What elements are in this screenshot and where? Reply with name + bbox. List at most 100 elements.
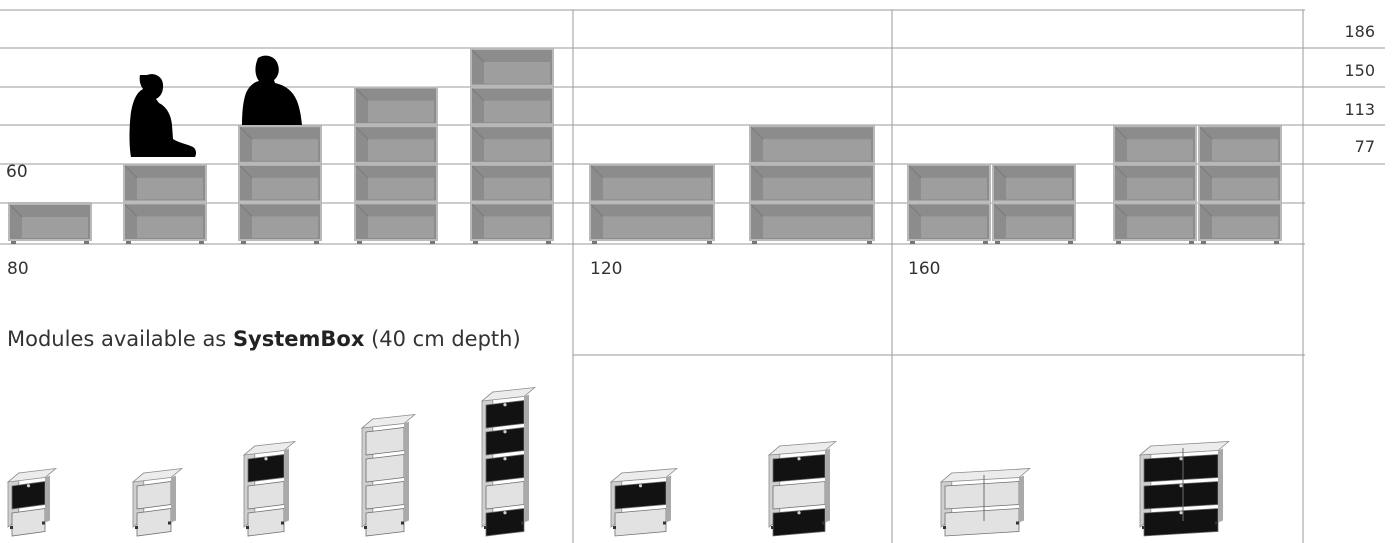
shelf-edge [355,126,369,140]
shelf-inner [603,216,711,238]
height-label-186: 186 [1344,22,1375,41]
shelf-edge [590,204,604,217]
iso-open-shelf [944,508,1020,537]
front-module-80 [354,86,438,244]
shelf-inner [763,139,871,161]
front-module-80 [470,48,554,244]
shelf-edge [908,165,922,179]
iso-top-panel [939,468,1031,483]
shelf-edge [471,126,485,140]
iso-module-80 [6,467,58,537]
shelf-inner [1212,139,1278,161]
iso-top-panel [480,386,537,402]
iso-top-panel [1138,441,1230,456]
shelf-inner [484,216,550,238]
shelf-inner [763,216,871,238]
iso-door-knob [1179,484,1183,488]
shelf-inner [252,177,318,200]
iso-top-panel [360,413,417,429]
width-label-120: 120 [590,259,623,279]
shelf-edge [239,126,253,140]
front-module-160 [1113,125,1282,244]
shelf-inner [484,177,550,200]
iso-foot [401,521,404,525]
shelf-foot [1068,241,1073,244]
iso-open-shelf [365,508,405,537]
front-module-120 [589,163,715,244]
shelf-inner [921,177,987,200]
iso-open-shelf [614,508,667,537]
iso-door-knob [797,457,801,461]
shelf-edge [1114,126,1128,140]
iso-door-knob [797,511,801,515]
front-view-modules [8,48,1282,244]
shelf-edge [239,165,253,179]
shelf-edge [471,49,485,63]
shelf-edge [750,204,764,217]
isometric-modules [6,386,1230,537]
front-module-160 [907,163,1076,244]
iso-foot [364,526,367,529]
iso-right-panel [825,448,830,523]
iso-door-knob [26,484,31,488]
shelf-edge [750,126,764,140]
iso-right-panel [666,475,671,523]
height-label-113: 113 [1344,100,1375,119]
shelf-edge [1114,165,1128,179]
iso-open-shelf [136,481,172,510]
iso-top-panel [767,441,838,456]
iso-open-shelf [136,508,172,537]
height-label-150: 150 [1344,61,1375,80]
shelf-foot [867,241,872,244]
shelf-inner [368,100,434,123]
shelf-inner [1212,177,1278,200]
iso-open-shelf [365,454,405,483]
shelf-inner [1127,139,1193,161]
shelf-edge [355,88,369,101]
height-label-60: 60 [6,162,28,182]
person-seated-silhouette [129,74,197,157]
shelf-edge [239,204,253,217]
iso-open-shelf [247,481,285,510]
shelf-inner [1006,177,1072,200]
iso-foot [281,521,284,525]
iso-foot [663,521,666,525]
iso-door-knob [1179,457,1183,461]
shelf-inner [484,62,550,84]
iso-right-panel [284,448,289,523]
shelf-edge [471,88,485,101]
iso-top-panel [242,440,297,456]
shelf-foot [1201,241,1206,244]
shelf-foot [11,241,16,244]
shelf-foot [241,241,246,244]
shelf-foot [1116,241,1121,244]
iso-right-panel [45,475,50,523]
shelf-inner [368,139,434,161]
iso-right-panel [1019,475,1024,523]
shelf-foot [592,241,597,244]
iso-top-panel [6,467,58,483]
front-module-80 [8,202,92,244]
shelf-inner [484,100,550,123]
iso-top-panel [609,467,679,483]
shelf-inner [763,177,871,200]
shelf-inner [1127,177,1193,200]
iso-open-shelf [11,508,46,537]
iso-foot [943,526,946,529]
shelf-edge [471,165,485,179]
iso-module-120 [609,467,679,537]
width-label-80: 80 [7,259,29,279]
shelf-edge [1199,165,1213,179]
shelf-edge [1199,204,1213,217]
shelf-edge [124,165,138,179]
height-label-77: 77 [1354,137,1375,156]
front-module-120 [749,125,875,244]
shelf-edge [355,165,369,179]
shelf-inner [1006,216,1072,238]
shelf-inner [921,216,987,238]
iso-foot [521,521,524,525]
iso-foot [135,526,138,529]
iso-foot [613,526,616,529]
caption-suffix: (40 cm depth) [364,327,521,351]
